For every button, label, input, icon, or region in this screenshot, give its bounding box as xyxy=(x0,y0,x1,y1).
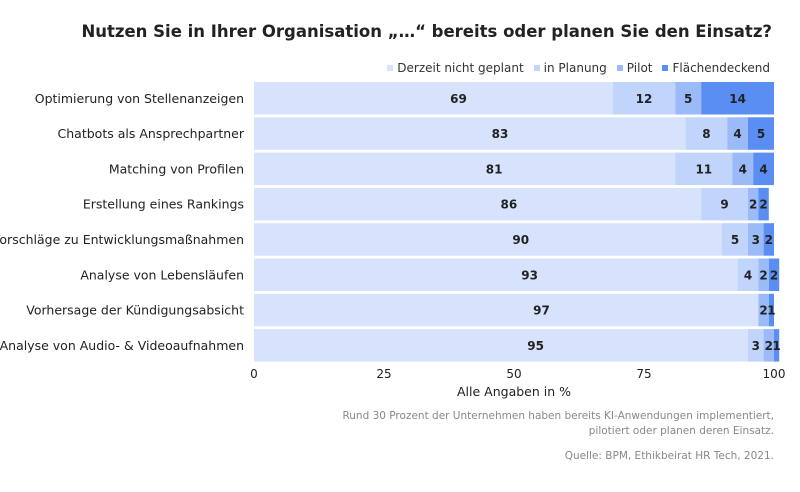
data-label: 95 xyxy=(527,339,544,353)
data-label: 4 xyxy=(759,162,767,176)
bar-segment xyxy=(748,223,764,256)
data-label: 9 xyxy=(720,198,728,212)
data-label: 4 xyxy=(739,162,747,176)
bar-segment xyxy=(763,329,774,362)
data-label: 2 xyxy=(770,268,778,282)
data-label: 1 xyxy=(772,339,780,353)
bar-segment xyxy=(612,82,676,115)
data-label: 8 xyxy=(702,127,710,141)
data-label: 4 xyxy=(733,127,741,141)
bar-segment xyxy=(254,152,676,186)
bar-segment xyxy=(758,293,769,327)
bar-segment xyxy=(753,152,774,186)
bar-segment xyxy=(748,187,759,221)
x-tick-label: 25 xyxy=(376,367,391,381)
bar-segment xyxy=(254,293,759,327)
footnote-line-1: Rund 30 Prozent der Unternehmen haben be… xyxy=(342,410,774,422)
bar-segment xyxy=(737,258,759,291)
legend-label: Flächendeckend xyxy=(672,61,770,75)
category-label: Analyse von Lebensläufen xyxy=(80,267,244,282)
legend-item: in Planung xyxy=(533,61,607,75)
data-label: 2 xyxy=(759,198,767,212)
legend-item: Flächendeckend xyxy=(662,61,770,75)
data-label: 5 xyxy=(731,233,739,247)
source-note: Quelle: BPM, Ethikbeirat HR Tech, 2021. xyxy=(564,450,774,462)
data-label: 97 xyxy=(533,304,550,318)
category-label: Chatbots als Ansprechpartner xyxy=(58,126,245,141)
legend-item: Derzeit nicht geplant xyxy=(387,61,524,75)
bar-segment xyxy=(758,187,769,221)
data-label: 2 xyxy=(765,233,773,247)
footnote-line-2: pilotiert oder planen deren Einsatz. xyxy=(588,425,774,437)
bar-segment xyxy=(675,82,702,115)
data-label: 12 xyxy=(636,92,653,106)
data-label: 2 xyxy=(759,268,767,282)
bar-segment xyxy=(748,329,764,362)
x-tick-label: 50 xyxy=(506,367,521,381)
data-label: 3 xyxy=(752,233,760,247)
x-tick-label: 75 xyxy=(636,367,651,381)
data-label: 1 xyxy=(767,304,775,318)
data-label: 2 xyxy=(765,339,773,353)
bar-segment xyxy=(254,82,613,115)
bar-segment xyxy=(763,223,774,256)
bar-segment xyxy=(701,187,748,221)
bar-segment xyxy=(254,223,722,256)
legend-swatch xyxy=(662,65,669,71)
category-label: Erstellung eines Rankings xyxy=(83,197,244,212)
bar-chart: Optimierung von Stellenanzeigen 69 12 5 14Ch… xyxy=(0,82,786,399)
x-axis-title: Alle Angaben in % xyxy=(457,384,571,399)
legend-swatch xyxy=(616,65,623,71)
category-label: Analyse von Audio- & Videoaufnahmen xyxy=(0,338,244,353)
bar-segment xyxy=(732,152,754,186)
data-label: 5 xyxy=(684,92,692,106)
data-label: 11 xyxy=(695,162,712,176)
legend-swatch xyxy=(387,65,394,71)
bar-segment xyxy=(748,117,774,150)
legend-label: Derzeit nicht geplant xyxy=(397,61,524,75)
data-label: 90 xyxy=(512,233,529,247)
category-label: Vorhersage der Kündigungsabsicht xyxy=(26,303,244,318)
data-label: 2 xyxy=(759,304,767,318)
category-label: Optimierung von Stellenanzeigen xyxy=(35,91,244,106)
bar-segment xyxy=(722,223,748,256)
bar-segment xyxy=(768,293,774,327)
data-label: 69 xyxy=(450,92,467,106)
bar-segment xyxy=(685,117,728,150)
legend-label: Pilot xyxy=(626,61,653,75)
bar-segment xyxy=(758,258,769,291)
bar-segment xyxy=(727,117,748,150)
bar-segment xyxy=(701,82,774,115)
category-label: Vorschläge zu Entwicklungsmaßnahmen xyxy=(0,232,244,247)
category-label: Matching von Profilen xyxy=(109,161,244,176)
bar-segment xyxy=(254,117,686,150)
footnote: Rund 30 Prozent der Unternehmen haben be… xyxy=(342,409,774,439)
x-tick-label: 100 xyxy=(763,367,786,381)
data-label: 4 xyxy=(744,268,752,282)
bar-segment xyxy=(254,329,748,362)
data-label: 5 xyxy=(757,127,765,141)
bar-segment xyxy=(254,187,702,221)
bar-segment xyxy=(768,258,780,291)
data-label: 3 xyxy=(752,339,760,353)
bar-segment xyxy=(774,329,780,362)
data-label: 83 xyxy=(492,127,509,141)
legend-item: Pilot xyxy=(616,61,653,75)
chart-title: Nutzen Sie in Ihrer Organisation „…“ ber… xyxy=(81,22,772,41)
legend-swatch xyxy=(533,65,540,71)
data-label: 2 xyxy=(749,198,757,212)
bar-segment xyxy=(254,258,738,291)
legend: Derzeit nicht geplant in Planung Pilot Fläc… xyxy=(387,61,770,75)
bar-segment xyxy=(675,152,733,186)
x-tick-label: 0 xyxy=(250,367,258,381)
data-label: 14 xyxy=(729,92,746,106)
data-label: 81 xyxy=(486,162,503,176)
data-label: 93 xyxy=(521,268,538,282)
legend-label: in Planung xyxy=(543,61,607,75)
data-label: 86 xyxy=(501,198,518,212)
